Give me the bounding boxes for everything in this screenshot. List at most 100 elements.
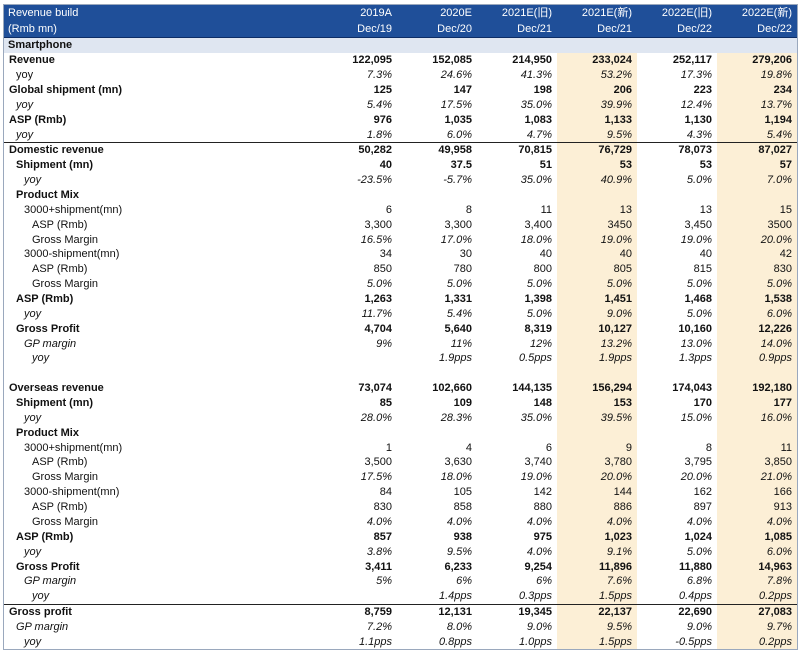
cell: 9,254 (524, 560, 552, 573)
table-row: yoy 3.8% 9.5% 4.0% 9.1% 5.0% 6.0% (4, 544, 797, 560)
cell: 24.6% (440, 69, 472, 82)
cell: 35.0% (520, 411, 552, 424)
table-row: Global shipment (mn) 125 147 198 206 223 234 (4, 82, 797, 98)
cell: 41.3% (520, 69, 552, 82)
cell: 4.0% (446, 515, 472, 528)
cell: 3,795 (684, 456, 712, 469)
table-row: GP margin 7.2% 8.0% 9.0% 9.5% 9.0% 9.7% (4, 619, 797, 635)
cell: 20.0% (717, 232, 797, 248)
row-label: yoy (24, 307, 42, 320)
cell: 19.8% (717, 67, 797, 83)
table-row: yoy 11.7% 5.4% 5.0% 9.0% 5.0% 6.0% (4, 306, 797, 322)
row-label: yoy (24, 411, 42, 424)
cell: 53.2% (557, 67, 637, 83)
table-row: GP margin 5% 6% 6% 7.6% 6.8% 7.8% (4, 573, 797, 589)
cell: 12,131 (397, 603, 477, 620)
cell: 1.4pps (438, 590, 472, 603)
cell: 3500 (717, 217, 797, 233)
cell: 17.0% (440, 233, 472, 246)
cell: 174,043 (672, 382, 712, 395)
row-label: Gross Margin (32, 515, 99, 528)
table-row: Gross Margin 5.0% 5.0% 5.0% 5.0% 5.0% 5.0% (4, 276, 797, 292)
cell: 9.7% (717, 619, 797, 635)
row-label: 3000-shipment(mn) (24, 248, 120, 261)
cell: 3,400 (524, 218, 552, 231)
cell (637, 366, 717, 381)
cell: 192,180 (717, 380, 797, 396)
row-label: yoy (24, 174, 42, 187)
cell: 1,083 (524, 113, 552, 126)
cell: -5.7% (443, 174, 472, 187)
cell: 0.9pps (717, 351, 797, 366)
cell: 13 (699, 203, 712, 216)
cell: 3,630 (444, 456, 472, 469)
cell: 7.3% (366, 69, 392, 82)
cell: 1,468 (684, 293, 712, 306)
row-label: yoy (32, 352, 50, 365)
cell: -0.5pps (675, 635, 712, 648)
cell: 7.2% (366, 620, 392, 633)
cell: -23.5% (357, 174, 392, 187)
cell (397, 366, 477, 381)
cell: 9.5% (557, 127, 637, 143)
cell: 50,282 (317, 142, 397, 158)
cell (477, 366, 557, 381)
cell: 39.9% (557, 97, 637, 113)
cell: 7.0% (717, 172, 797, 188)
cell (557, 187, 637, 203)
table-row: Gross Margin 17.5% 18.0% 19.0% 20.0% 20.0% 21.… (4, 469, 797, 485)
cell: 8,319 (524, 322, 552, 335)
table-header: Revenue build 2019A 2020E 2021E(旧) 2021E(新) 2… (4, 5, 797, 38)
cell (317, 37, 397, 53)
row-label: Product Mix (16, 189, 79, 202)
cell: 35.0% (520, 174, 552, 187)
cell: 1,130 (684, 113, 712, 126)
cell: 19.0% (557, 232, 637, 248)
cell: 830 (373, 501, 392, 514)
cell: 11.7% (361, 307, 392, 320)
cell: 9.0% (686, 620, 712, 633)
cell: 6% (536, 575, 552, 588)
cell: 1,538 (717, 291, 797, 307)
cell: 206 (557, 82, 637, 98)
cell: 233,024 (557, 52, 637, 68)
cell (317, 188, 397, 203)
cell (317, 589, 397, 604)
cell: 122,095 (352, 54, 392, 67)
cell: 162 (693, 486, 712, 499)
cell: 78,073 (637, 142, 717, 158)
row-label: GP margin (24, 337, 77, 350)
cell: 880 (533, 501, 552, 514)
cell: 4.0% (717, 514, 797, 530)
column-header: Dec/19 (317, 21, 397, 38)
row-label: ASP (Rmb) (32, 263, 88, 276)
table-row: ASP (Rmb) 3,500 3,630 3,740 3,780 3,795 3,850 (4, 455, 797, 470)
cell: 70,815 (477, 142, 557, 158)
cell: 142 (533, 486, 552, 499)
cell: 5.4% (717, 127, 797, 143)
cell: 6.0% (717, 544, 797, 560)
cell: 279,206 (717, 52, 797, 68)
cell (477, 425, 557, 440)
row-label: ASP (Rmb) (16, 293, 74, 306)
cell: 850 (373, 263, 392, 276)
cell: 0.5pps (518, 352, 552, 365)
cell: 6,233 (444, 560, 472, 573)
table-row: Gross Profit 4,704 5,640 8,319 10,127 10,160 1… (4, 321, 797, 337)
cell: 858 (453, 501, 472, 514)
cell: 1,398 (524, 293, 552, 306)
table-row: ASP (Rmb) 850 780 800 805 815 830 (4, 261, 797, 277)
cell: 11 (540, 203, 552, 216)
table-row: yoy 7.3% 24.6% 41.3% 53.2% 17.3% 19.8% (4, 67, 797, 83)
table-row: ASP (Rmb) 830 858 880 886 897 913 (4, 499, 797, 515)
table-row: yoy 1.4pps 0.3pps 1.5pps 0.4pps 0.2pps (4, 588, 797, 605)
cell: 857 (373, 530, 392, 543)
cell: 105 (453, 486, 472, 499)
cell: 14.0% (717, 336, 797, 352)
cell: 12% (529, 337, 552, 350)
table-row: 3000+shipment(mn) 1 4 6 9 8 11 (4, 440, 797, 456)
cell: 17.3% (680, 69, 712, 82)
cell (637, 188, 717, 203)
cell (557, 37, 637, 53)
table-row (4, 365, 797, 381)
